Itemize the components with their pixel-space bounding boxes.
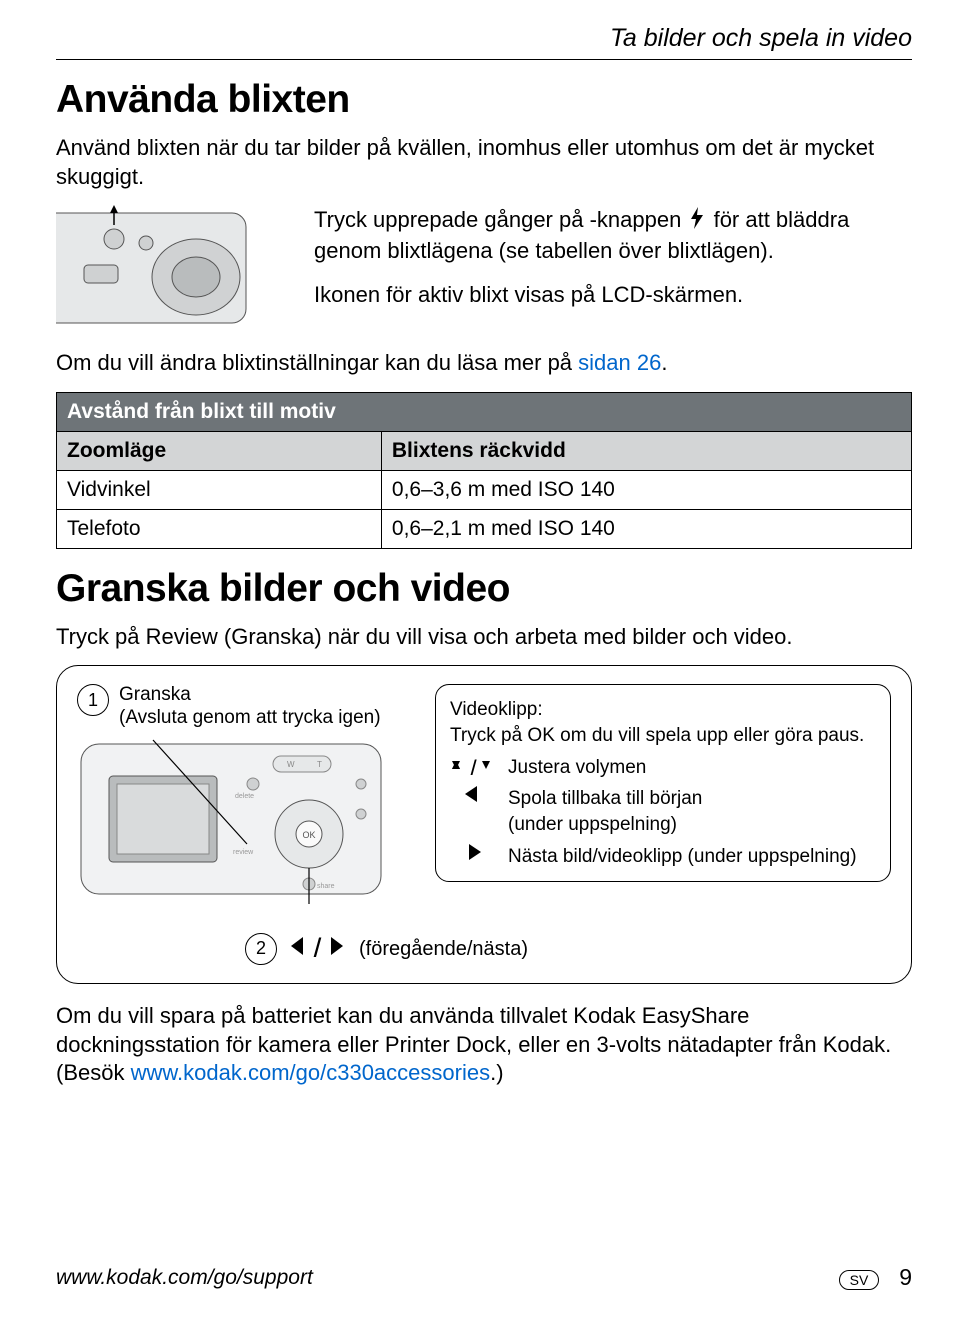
video-title: Videoklipp:: [450, 697, 876, 723]
flash-intro: Använd blixten när du tar bilder på kväl…: [56, 134, 912, 191]
language-badge: SV: [839, 1270, 880, 1290]
svg-text:review: review: [233, 849, 254, 856]
step-1: 1 Granska (Avsluta genom att trycka igen…: [77, 684, 417, 730]
page-footer: www.kodak.com/go/support SV 9: [56, 1264, 912, 1291]
flash-icon-note: Ikonen för aktiv blixt visas på LCD-skär…: [314, 280, 912, 310]
review-heading: Granska bilder och video: [56, 567, 912, 611]
step-2: 2 / (föregående/nästa): [245, 933, 891, 965]
svg-text:T: T: [317, 760, 322, 769]
section-title: Ta bilder och spela in video: [610, 24, 912, 52]
battery-note: Om du vill spara på batteriet kan du anv…: [56, 1002, 912, 1088]
table-row: Vidvinkel 0,6–3,6 m med ISO 140: [57, 470, 912, 509]
camera-back-illustration: OK W T delete review share: [77, 736, 417, 909]
review-diagram: 1 Granska (Avsluta genom att trycka igen…: [56, 665, 912, 984]
right-arrow-icon: [450, 844, 498, 860]
table-title: Avstånd från blixt till motiv: [57, 392, 912, 431]
step-1-circle: 1: [77, 684, 109, 716]
flash-bolt-icon: [689, 207, 705, 237]
svg-text:/: /: [470, 756, 477, 775]
flash-instruction-text: Tryck upprepade gånger på -knappen för a…: [314, 205, 912, 309]
volume-text: Justera volymen: [508, 755, 646, 781]
left-arrow-icon: [450, 786, 498, 802]
accessories-link[interactable]: www.kodak.com/go/c330accessories: [131, 1060, 491, 1085]
page-number: 9: [899, 1264, 912, 1290]
flash-settings-note: Om du vill ändra blixtinställningar kan …: [56, 349, 912, 378]
rewind-text: Spola tillbaka till början (under uppspe…: [508, 786, 702, 837]
up-down-arrows-icon: /: [450, 755, 498, 775]
table-col1: Zoomläge: [57, 431, 382, 470]
flash-instr-pre: Tryck upprepade gånger på -knappen: [314, 207, 681, 232]
step-2-circle: 2: [245, 933, 277, 965]
step-2-label: (föregående/nästa): [359, 937, 528, 961]
review-intro: Tryck på Review (Granska) när du vill vi…: [56, 623, 912, 652]
support-url[interactable]: www.kodak.com/go/support: [56, 1266, 313, 1290]
footer-right: SV 9: [839, 1264, 912, 1291]
section-header: Ta bilder och spela in video: [56, 24, 912, 60]
step-1-text: Granska (Avsluta genom att trycka igen): [119, 684, 381, 730]
table-col2: Blixtens räckvidd: [381, 431, 911, 470]
table-row: Telefoto 0,6–2,1 m med ISO 140: [57, 509, 912, 548]
page-26-link[interactable]: sidan 26: [578, 350, 661, 375]
svg-text:delete: delete: [235, 793, 254, 800]
flash-distance-table: Avstånd från blixt till motiv Zoomläge B…: [56, 392, 912, 549]
video-ok-line: Tryck på OK om du vill spela upp eller g…: [450, 723, 876, 749]
next-text: Nästa bild/videoklipp (under uppspelning…: [508, 844, 857, 870]
flash-heading: Använda blixten: [56, 78, 912, 122]
left-right-arrows-icon: /: [291, 935, 345, 962]
svg-text:share: share: [317, 883, 335, 890]
flash-instruction-row: Tryck upprepade gånger på -knappen för a…: [56, 205, 912, 335]
svg-text:W: W: [287, 760, 295, 769]
camera-top-illustration: [56, 205, 286, 335]
video-instructions-box: Videoklipp: Tryck på OK om du vill spela…: [435, 684, 891, 882]
svg-text:/: /: [313, 935, 322, 957]
svg-text:OK: OK: [302, 830, 315, 840]
